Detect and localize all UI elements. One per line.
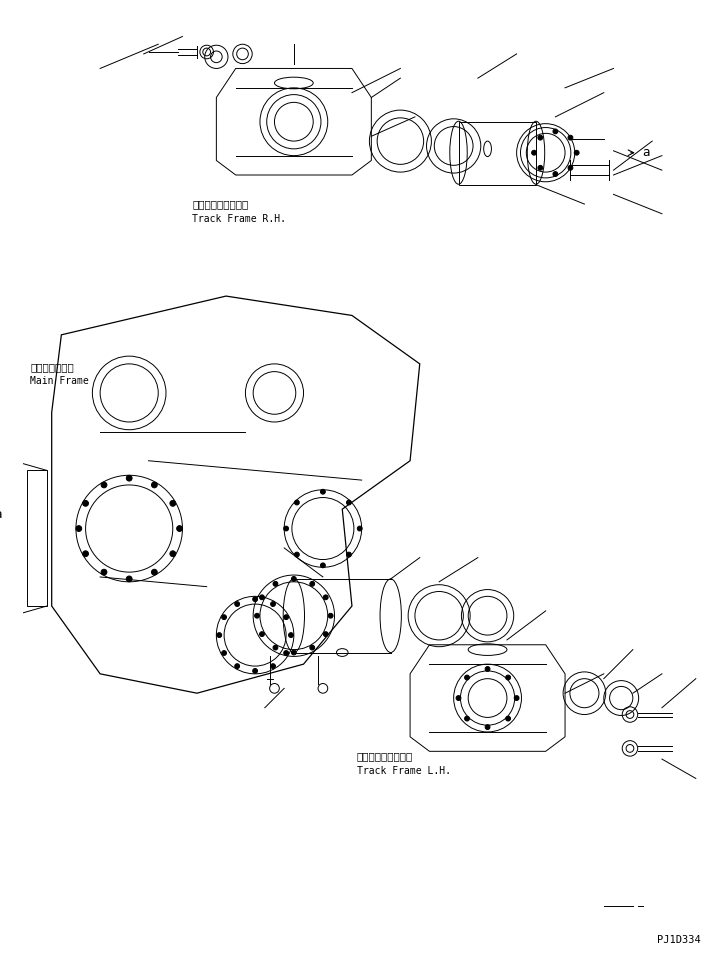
Circle shape xyxy=(221,651,226,656)
Circle shape xyxy=(217,632,221,637)
Circle shape xyxy=(323,631,328,636)
Circle shape xyxy=(464,675,469,680)
Circle shape xyxy=(221,615,226,620)
Circle shape xyxy=(170,551,176,557)
Circle shape xyxy=(283,526,288,531)
Circle shape xyxy=(347,552,351,557)
Text: PJ1D334: PJ1D334 xyxy=(657,935,701,945)
Ellipse shape xyxy=(484,141,492,157)
Circle shape xyxy=(101,482,107,487)
Circle shape xyxy=(151,570,157,575)
Circle shape xyxy=(126,475,132,481)
Text: トラックフレーム右: トラックフレーム右 xyxy=(192,199,249,209)
Circle shape xyxy=(531,150,536,155)
Circle shape xyxy=(323,595,328,600)
Circle shape xyxy=(485,724,490,729)
Circle shape xyxy=(151,482,157,487)
Circle shape xyxy=(291,650,296,655)
Text: a: a xyxy=(0,508,1,520)
Text: Track Frame L.H.: Track Frame L.H. xyxy=(357,766,451,776)
Circle shape xyxy=(235,663,239,668)
Circle shape xyxy=(320,563,325,568)
Circle shape xyxy=(270,663,275,668)
Circle shape xyxy=(505,675,510,680)
Circle shape xyxy=(538,165,543,170)
Circle shape xyxy=(288,632,293,637)
Circle shape xyxy=(255,613,260,618)
Circle shape xyxy=(273,645,278,650)
Text: Track Frame R.H.: Track Frame R.H. xyxy=(192,214,286,223)
Circle shape xyxy=(347,500,351,505)
Circle shape xyxy=(291,576,296,581)
Circle shape xyxy=(252,597,257,601)
Circle shape xyxy=(485,666,490,671)
Circle shape xyxy=(126,576,132,582)
Circle shape xyxy=(284,615,288,620)
Circle shape xyxy=(294,552,299,557)
Circle shape xyxy=(177,526,182,532)
Circle shape xyxy=(260,595,265,600)
Circle shape xyxy=(568,135,573,140)
Circle shape xyxy=(553,171,558,176)
Circle shape xyxy=(270,601,275,606)
Circle shape xyxy=(83,501,89,507)
Circle shape xyxy=(273,581,278,586)
Text: トラックフレーム左: トラックフレーム左 xyxy=(357,751,413,761)
Circle shape xyxy=(260,631,265,636)
Circle shape xyxy=(310,581,314,586)
Circle shape xyxy=(294,500,299,505)
Circle shape xyxy=(574,150,579,155)
Circle shape xyxy=(553,129,558,133)
Text: メインフレーム: メインフレーム xyxy=(30,362,74,371)
Circle shape xyxy=(76,526,81,532)
Circle shape xyxy=(505,717,510,721)
Circle shape xyxy=(538,135,543,140)
Circle shape xyxy=(83,551,89,557)
Text: a: a xyxy=(642,146,650,160)
Circle shape xyxy=(320,489,325,494)
Circle shape xyxy=(464,717,469,721)
Circle shape xyxy=(101,570,107,575)
Circle shape xyxy=(284,651,288,656)
Circle shape xyxy=(358,526,362,531)
Circle shape xyxy=(252,668,257,673)
Circle shape xyxy=(456,695,461,700)
Circle shape xyxy=(235,601,239,606)
Circle shape xyxy=(328,613,333,618)
Circle shape xyxy=(310,645,314,650)
Circle shape xyxy=(514,695,519,700)
Ellipse shape xyxy=(337,649,348,657)
Circle shape xyxy=(170,501,176,507)
Circle shape xyxy=(568,165,573,170)
Text: Main Frame: Main Frame xyxy=(30,376,89,386)
